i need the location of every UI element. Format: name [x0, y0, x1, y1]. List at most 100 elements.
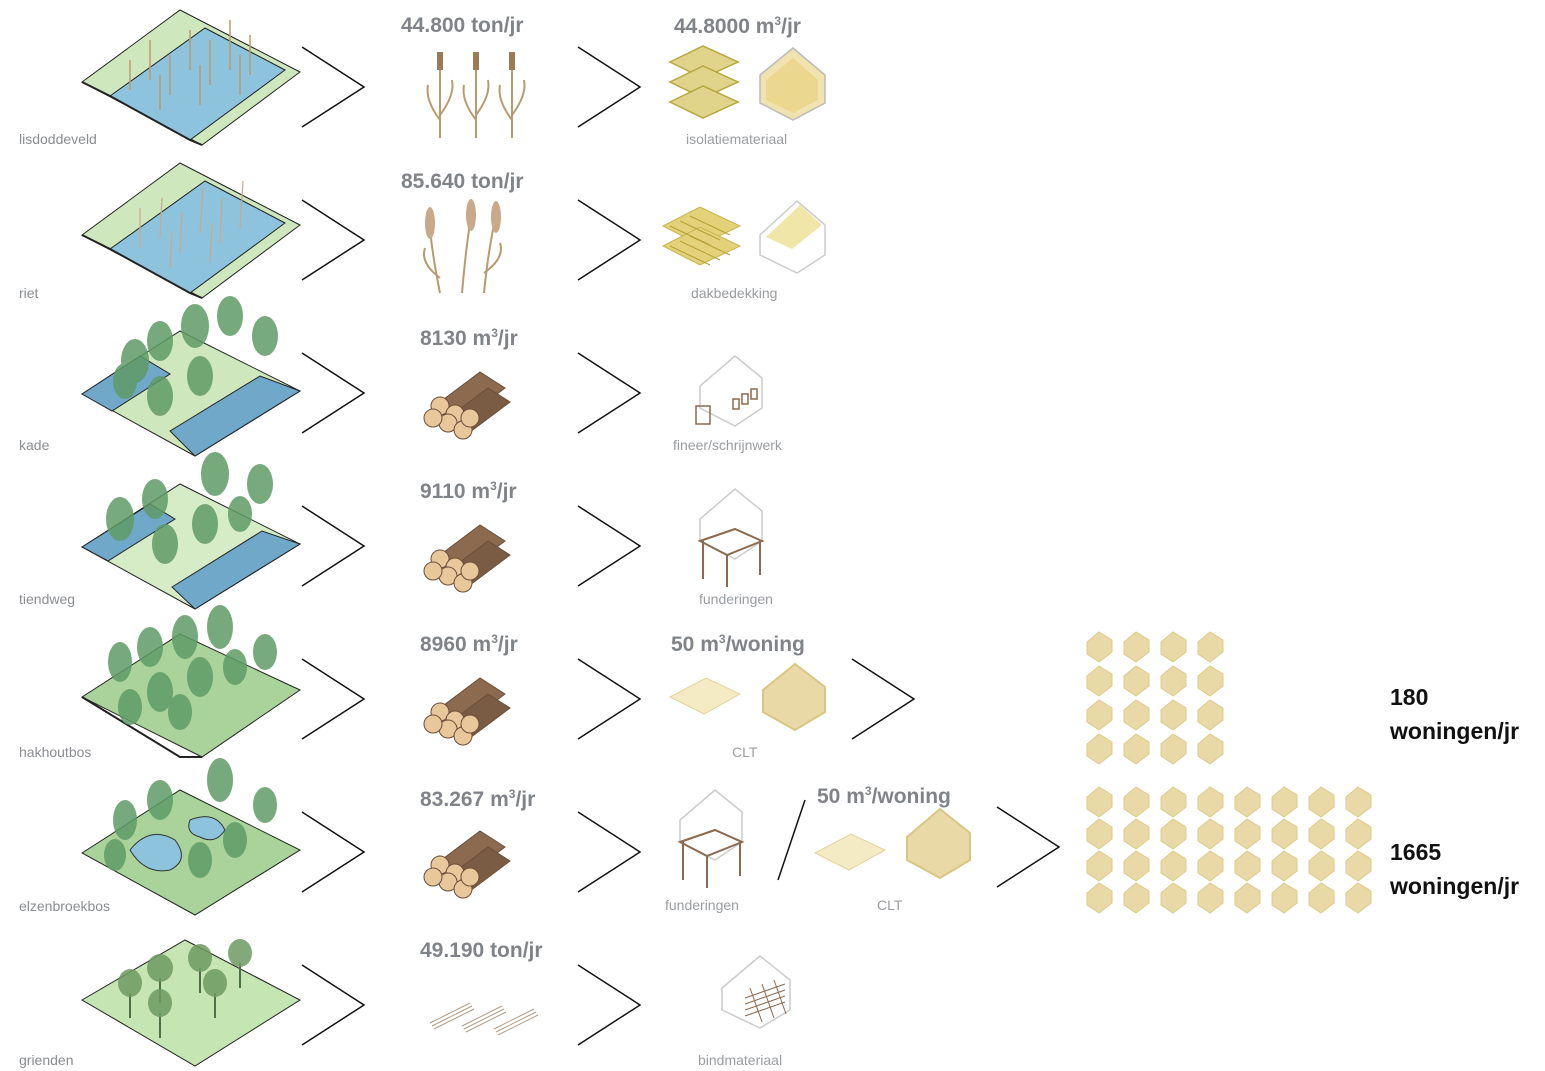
house-icon: [1123, 850, 1150, 882]
chevron-icon: [301, 46, 366, 128]
house-icon: [1234, 818, 1261, 850]
chevron-icon: [301, 199, 366, 281]
row-riet: 85.640 ton/jr riet dakbedekking: [0, 153, 1545, 306]
quantity: 85.640 ton/jr: [401, 170, 524, 193]
chevron-icon: [577, 505, 642, 587]
product-label: funderingen: [665, 897, 739, 913]
log-pile-icon: [423, 677, 511, 746]
clt-panel-icon: [668, 677, 742, 715]
land-type-label: kade: [19, 437, 50, 453]
row-graphics: [81, 452, 765, 610]
row-elzenbroekbos: 83.267 m3/jr 50 m3/woning elzenbroekbos …: [0, 758, 1545, 918]
quay-forest-icon: [81, 296, 302, 457]
row-lisdoddeveld: 44.800 ton/jr 44.8000 m3/jr lisdoddeveld…: [0, 0, 1545, 153]
reed-field-icon: [81, 162, 301, 299]
house-icon: [1197, 818, 1224, 850]
house-icon: [1086, 786, 1113, 818]
thatch-layer-icon: [661, 206, 742, 266]
house-grid-icon: [1086, 786, 1372, 914]
chevron-icon: [301, 658, 366, 740]
house-icon: [1308, 850, 1335, 882]
house-icon: [1123, 882, 1150, 914]
total-houses: 180 woningen/jr: [1390, 680, 1519, 748]
chevron-icon: [577, 811, 642, 893]
row-graphics: [81, 758, 1372, 916]
chevron-icon: [577, 658, 642, 740]
willow-bundle-icon: [429, 1002, 539, 1036]
insulation-panel-icon: [668, 45, 740, 119]
house-foundation-icon: [697, 488, 765, 587]
chevron-icon: [996, 806, 1061, 888]
quantity: 49.190 ton/jr: [420, 939, 543, 962]
house-icon: [1197, 850, 1224, 882]
clt-house-icon: [906, 807, 971, 880]
chevron-icon: [577, 352, 642, 434]
house-icon: [1086, 631, 1113, 663]
house-icon: [1345, 850, 1372, 882]
row-tiendweg: 9110 m3/jr tiendweg funderingen: [0, 452, 1545, 612]
clt-panel-icon: [813, 833, 887, 871]
house-icon: [1123, 665, 1150, 697]
alder-swamp-icon: [81, 758, 302, 916]
land-type-label: elzenbroekbos: [19, 898, 111, 914]
house-icon: [1234, 786, 1261, 818]
house-icon: [1123, 631, 1150, 663]
house-grid-icon: [1086, 631, 1224, 765]
chevron-icon: [301, 352, 366, 434]
house-icon: [1345, 786, 1372, 818]
row-graphics: [81, 9, 826, 146]
land-type-label: grienden: [19, 1052, 74, 1068]
row-graphics: [81, 296, 763, 457]
house-icon: [1345, 882, 1372, 914]
quantity: 8130 m3/jr: [420, 326, 518, 350]
house-icon: [1160, 882, 1187, 914]
log-pile-icon: [423, 524, 511, 593]
land-type-label: lisdoddeveld: [19, 131, 97, 147]
house-icon: [1123, 786, 1150, 818]
product-label: CLT: [732, 744, 758, 760]
house-icon: [1086, 699, 1113, 731]
land-type-label: riet: [19, 285, 39, 301]
house-icon: [1086, 882, 1113, 914]
product-label: funderingen: [699, 591, 773, 607]
house-icon: [1308, 786, 1335, 818]
quantity: 44.800 ton/jr: [401, 14, 524, 37]
row-graphics: [80, 605, 1224, 765]
total-unit: woningen/jr: [1390, 718, 1520, 744]
chevron-icon: [301, 964, 366, 1046]
chevron-icon: [577, 46, 642, 128]
product-quantity: 50 m3/woning: [671, 632, 805, 656]
chevron-icon: [577, 199, 642, 281]
house-icon: [1271, 850, 1298, 882]
product-label: isolatiemateriaal: [686, 131, 788, 147]
divider-slash: [777, 799, 806, 881]
product-label: bindmateriaal: [698, 1052, 783, 1068]
house-icon: [1234, 850, 1261, 882]
house-icon: [1086, 733, 1113, 765]
land-type-label: tiendweg: [19, 591, 76, 607]
cattail-field-icon: [81, 9, 301, 146]
product-label: fineer/schrijnwerk: [673, 437, 782, 453]
product-label-b: CLT: [877, 897, 903, 913]
house-icon: [1160, 818, 1187, 850]
house-icon: [1086, 818, 1113, 850]
row-kade: 8130 m3/jr kade fineer/schrijnwerk: [0, 296, 1545, 459]
land-type-label: hakhoutbos: [19, 744, 92, 760]
house-icon: [1197, 631, 1224, 663]
house-outline-icon: [759, 47, 826, 121]
house-icon: [1197, 786, 1224, 818]
cattail-plant-icon: [426, 52, 526, 138]
reed-plant-icon: [423, 199, 502, 294]
quantity: 9110 m3/jr: [420, 479, 517, 503]
house-icon: [1160, 699, 1187, 731]
house-icon: [1308, 882, 1335, 914]
chevron-icon: [851, 658, 916, 740]
quantity: 83.267 m3/jr: [420, 787, 536, 811]
log-pile-icon: [423, 371, 511, 440]
house-icon: [1197, 733, 1224, 765]
house-icon: [1308, 818, 1335, 850]
row-grienden: 49.190 ton/jr grienden bindmateriaal: [0, 918, 1545, 1071]
house-icon: [1271, 882, 1298, 914]
house-binding-icon: [721, 955, 791, 1029]
